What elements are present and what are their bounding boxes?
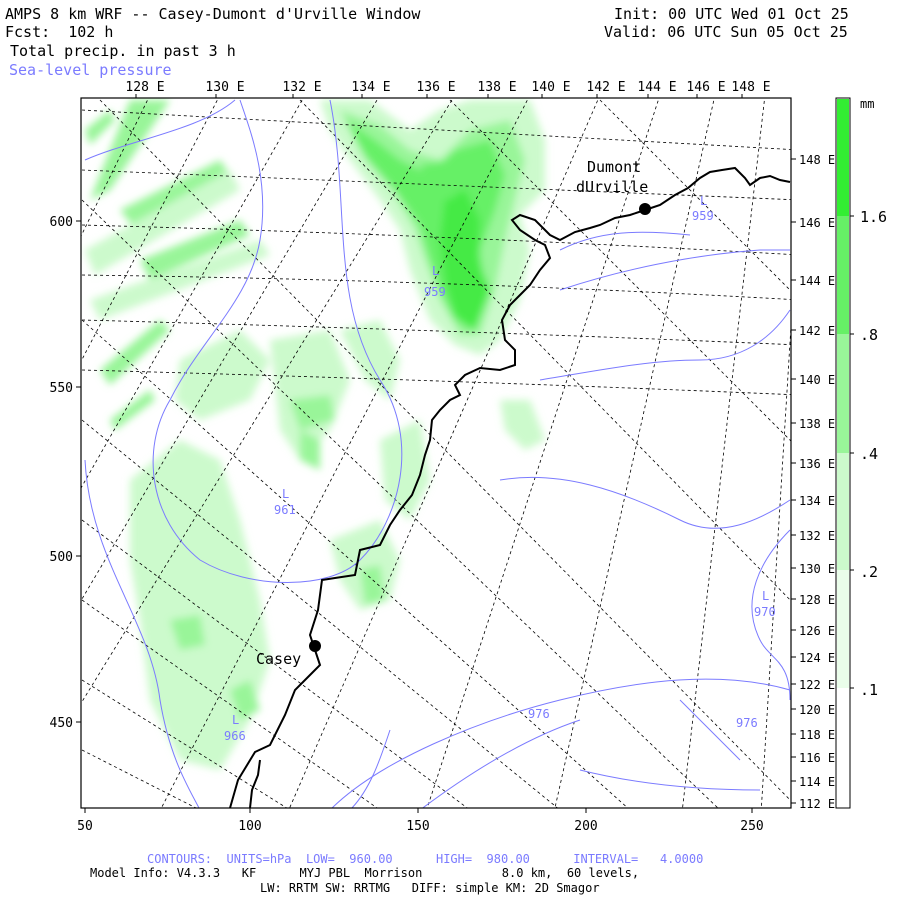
top-lon-label: 148 E xyxy=(731,80,770,95)
station-label-casey: Casey xyxy=(256,650,301,668)
right-lon-label: 124 E xyxy=(799,651,835,665)
dumont-durville-station-marker xyxy=(639,203,651,215)
pressure-low-letter: L xyxy=(432,264,439,278)
top-lon-label: 134 E xyxy=(351,80,390,95)
right-lon-label: 120 E xyxy=(799,703,835,717)
model-info-line2: LW: RRTM SW: RRTMG DIFF: simple KM: 2D S… xyxy=(260,881,600,895)
colorbar-label: .1 xyxy=(860,681,878,699)
y-axis-tick-label: 450 xyxy=(50,716,73,731)
top-lon-label: 128 E xyxy=(125,80,164,95)
x-axis-tick-label: 150 xyxy=(406,819,429,834)
pressure-contours xyxy=(84,99,791,808)
right-lon-label: 112 E xyxy=(799,797,835,811)
right-longitude-labels: 148 E 146 E 144 E 142 E 140 E 138 E 136 E 134 E… xyxy=(791,153,835,811)
y-axis-tick-label: 500 xyxy=(50,550,73,565)
map-frame xyxy=(80,97,792,809)
right-lon-label: 148 E xyxy=(799,153,835,167)
pressure-labels: L 959 L 959 L 961 L 966 L 970 976 976 xyxy=(224,194,776,743)
right-lon-label: 114 E xyxy=(799,775,835,789)
station-label-durville: dUrville xyxy=(576,178,648,196)
init-time: Init: 00 UTC Wed 01 Oct 25 xyxy=(614,5,849,23)
precip-shading xyxy=(85,100,545,770)
pressure-low-letter: L xyxy=(700,194,707,208)
right-lon-label: 144 E xyxy=(799,274,835,288)
colorbar-label: 1.6 xyxy=(860,208,887,226)
top-lon-label: 138 E xyxy=(477,80,516,95)
right-lon-label: 122 E xyxy=(799,678,835,692)
top-lon-label: 136 E xyxy=(416,80,455,95)
pressure-low-letter: L xyxy=(762,589,769,603)
x-axis-tick-label: 200 xyxy=(574,819,597,834)
coastline xyxy=(229,166,791,808)
colorbar: mm 1.6 .8 .4 .2 .1 xyxy=(835,97,887,809)
pressure-low-value: 970 xyxy=(754,605,776,619)
pressure-low-letter: L xyxy=(282,487,289,501)
y-axis: 600 550 500 450 xyxy=(50,215,81,731)
forecast-hour: Fcst: 102 h xyxy=(5,23,114,41)
pressure-low-value: 959 xyxy=(424,285,446,299)
right-lon-label: 132 E xyxy=(799,529,835,543)
right-lon-label: 130 E xyxy=(799,562,835,576)
right-lon-label: 136 E xyxy=(799,457,835,471)
map-title: AMPS 8 km WRF -- Casey-Dumont d'Urville … xyxy=(5,5,421,23)
right-lon-label: 126 E xyxy=(799,624,835,638)
model-info-line1: Model Info: V4.3.3 KF MYJ PBL Morrison 8… xyxy=(90,866,640,880)
y-axis-tick-label: 600 xyxy=(50,215,73,230)
top-lon-label: 132 E xyxy=(282,80,321,95)
pressure-contour-value: 976 xyxy=(736,716,758,730)
right-lon-label: 116 E xyxy=(799,751,835,765)
contours-info: CONTOURS: UNITS=hPa LOW= 960.00 HIGH= 98… xyxy=(147,852,704,866)
top-lon-label: 142 E xyxy=(586,80,625,95)
field-name: Total precip. in past 3 h xyxy=(10,42,236,60)
right-lon-label: 146 E xyxy=(799,216,835,230)
y-axis-tick-label: 550 xyxy=(50,381,73,396)
top-lon-label: 130 E xyxy=(205,80,244,95)
top-lon-label: 144 E xyxy=(637,80,676,95)
x-axis-tick-label: 250 xyxy=(740,819,763,834)
right-lon-label: 118 E xyxy=(799,728,835,742)
pressure-low-value: 961 xyxy=(274,503,296,517)
top-lon-label: 146 E xyxy=(686,80,725,95)
colorbar-label: .8 xyxy=(860,326,878,344)
x-axis: 50 100 150 200 250 xyxy=(77,808,764,834)
casey-station-marker xyxy=(309,640,321,652)
x-axis-tick-label: 100 xyxy=(238,819,261,834)
overlay-name: Sea-level pressure xyxy=(9,61,172,79)
station-label-dumont: Dumont xyxy=(587,158,641,176)
top-lon-label: 140 E xyxy=(531,80,570,95)
valid-time: Valid: 06 UTC Sun 05 Oct 25 xyxy=(604,23,848,41)
x-axis-tick-label: 50 xyxy=(77,819,93,834)
top-longitude-labels: 128 E 130 E 132 E 134 E 136 E 138 E 140 E 142 E… xyxy=(125,80,771,98)
colorbar-unit: mm xyxy=(860,97,874,111)
pressure-low-letter: L xyxy=(232,713,239,727)
right-lon-label: 134 E xyxy=(799,494,835,508)
right-lon-label: 128 E xyxy=(799,593,835,607)
right-lon-label: 140 E xyxy=(799,373,835,387)
pressure-low-value: 966 xyxy=(224,729,246,743)
pressure-low-value: 959 xyxy=(692,209,714,223)
colorbar-label: .2 xyxy=(860,563,878,581)
right-lon-label: 138 E xyxy=(799,417,835,431)
colorbar-label: .4 xyxy=(860,445,878,463)
pressure-contour-value: 976 xyxy=(528,707,550,721)
right-lon-label: 142 E xyxy=(799,324,835,338)
